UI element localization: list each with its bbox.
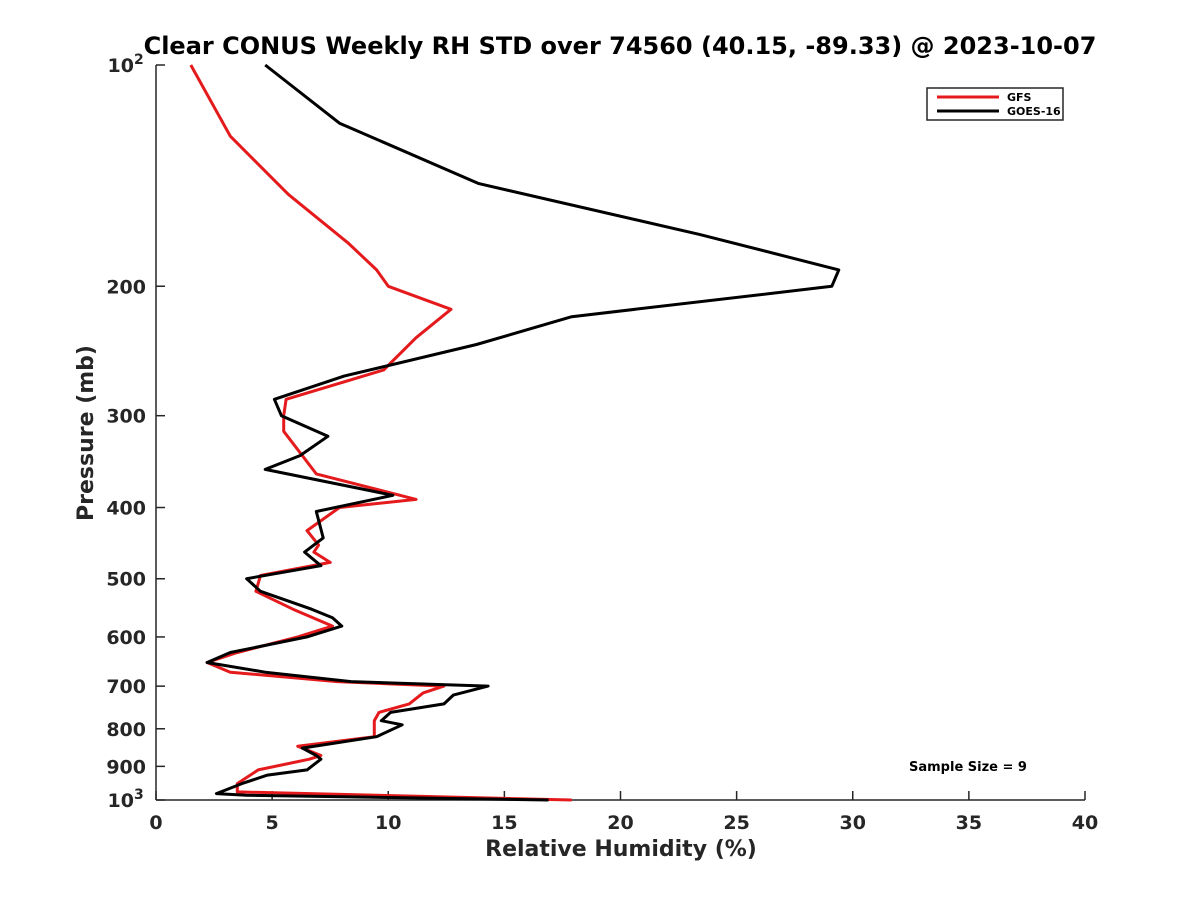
legend-label-goes-16: GOES-16	[1007, 105, 1061, 118]
y-axis-label: Pressure (mb)	[74, 345, 99, 521]
y-tick-label: 900	[106, 756, 146, 778]
x-tick-label: 15	[491, 812, 517, 834]
y-tick-label: 200	[106, 276, 146, 298]
y-tick-label: 400	[106, 498, 146, 520]
y-tick-label-exponent: 3	[134, 787, 144, 803]
series-line-goes-16	[205, 63, 841, 802]
x-axis-label: Relative Humidity (%)	[485, 837, 757, 862]
y-tick-label-exponent: 2	[134, 52, 144, 68]
sample-size-annotation: Sample Size = 9	[909, 760, 1027, 775]
x-tick-label: 25	[723, 812, 749, 834]
y-tick-label: 600	[106, 627, 146, 649]
x-tick-label: 20	[607, 812, 633, 834]
y-tick-label: 300	[106, 406, 146, 428]
y-tick-label: 800	[106, 719, 146, 741]
x-tick-label: 30	[840, 812, 866, 834]
x-tick-label: 40	[1072, 812, 1098, 834]
legend-label-gfs: GFS	[1007, 91, 1032, 104]
chart-title: Clear CONUS Weekly RH STD over 74560 (40…	[144, 32, 1097, 60]
y-tick-label: 500	[106, 569, 146, 591]
legend-box	[926, 87, 1064, 121]
x-tick-label: 5	[266, 812, 279, 834]
series-line-gfs	[189, 64, 572, 802]
y-tick-label: 10	[108, 55, 134, 77]
x-tick-label: 35	[956, 812, 982, 834]
x-tick-label: 10	[375, 812, 401, 834]
text-layer: Clear CONUS Weekly RH STD over 74560 (40…	[74, 32, 1096, 862]
x-tick-label: 0	[149, 812, 162, 834]
y-tick-label: 700	[106, 676, 146, 698]
series-layer	[189, 63, 841, 802]
y-tick-label: 10	[108, 790, 134, 812]
